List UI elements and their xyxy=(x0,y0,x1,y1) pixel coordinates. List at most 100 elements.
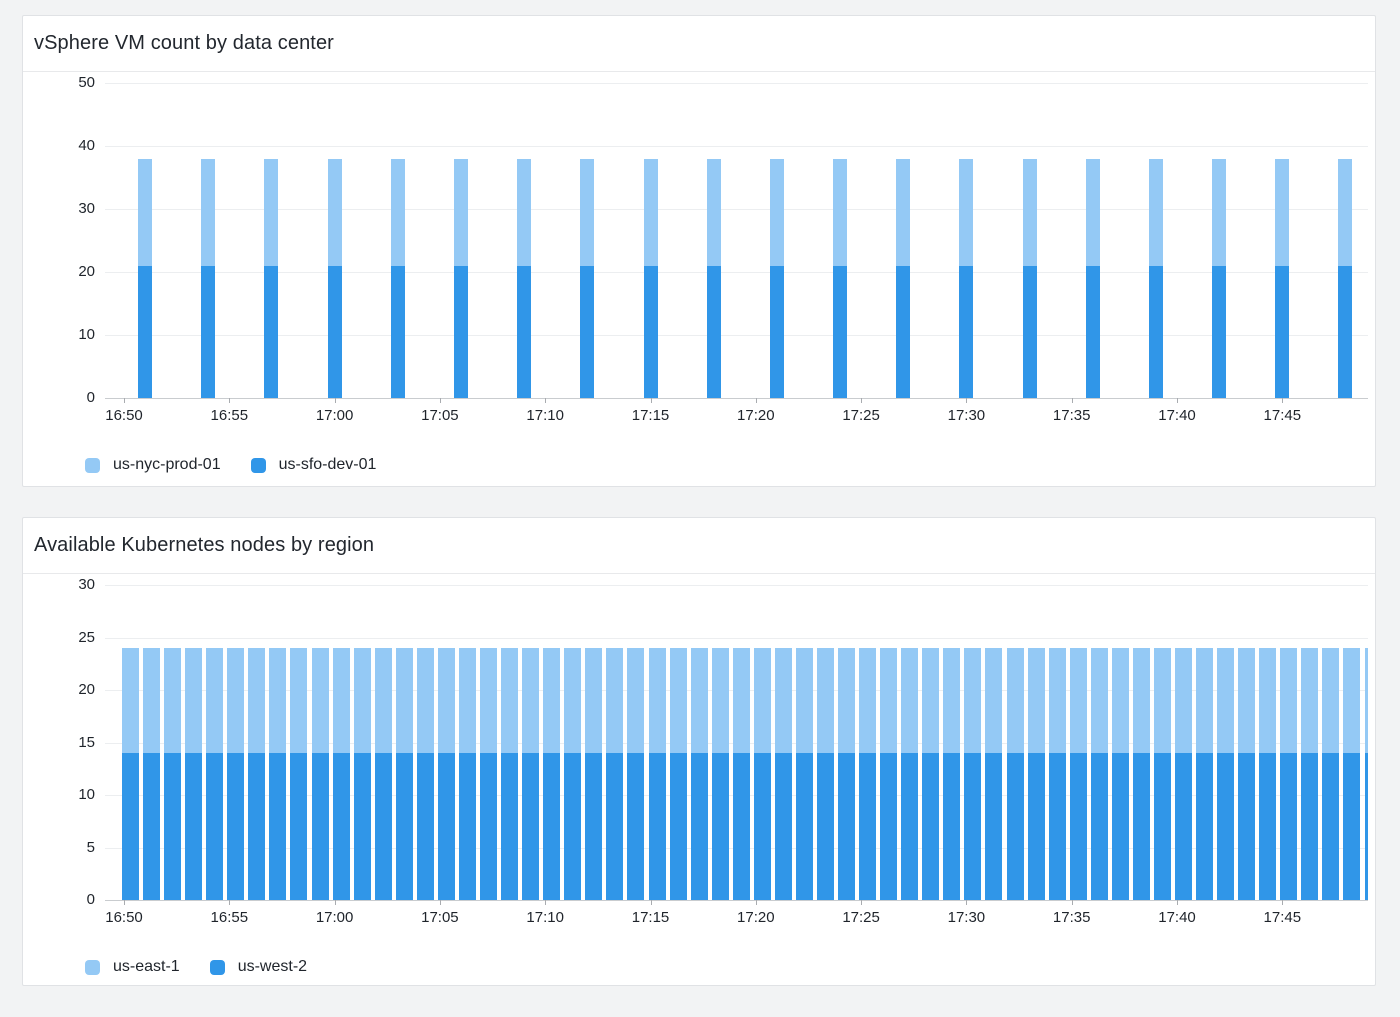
legend-item-us-west-2[interactable]: us-west-2 xyxy=(209,958,307,976)
chart-plot-area[interactable]: 0 5 10 15 20 25 30 16:50 16:55 17:00 17:05 17:10 17:… xyxy=(78,576,1368,926)
bar-segment-us-west-2 xyxy=(922,753,940,900)
y-axis-label: 0 xyxy=(86,891,95,908)
bar-segment-us-west-2 xyxy=(1090,753,1108,900)
bar-segment-us-nyc-prod-01 xyxy=(201,158,216,266)
bar-segment-us-nyc-prod-01 xyxy=(643,158,658,266)
bar-segment-us-sfo-dev-01 xyxy=(453,265,468,398)
bar-segment-us-nyc-prod-01 xyxy=(1212,158,1227,266)
bar-segment-us-east-1 xyxy=(627,648,645,753)
bar-segment-us-sfo-dev-01 xyxy=(1148,265,1163,398)
bar-segment-us-sfo-dev-01 xyxy=(1212,265,1227,398)
bar-segment-us-east-1 xyxy=(1090,648,1108,753)
y-axis-label: 15 xyxy=(78,733,95,751)
bar-segment-us-nyc-prod-01 xyxy=(1275,158,1290,266)
bar-segment-us-east-1 xyxy=(816,648,834,753)
bar-segment-us-sfo-dev-01 xyxy=(1085,265,1100,398)
x-axis-tick xyxy=(966,900,968,905)
x-axis-tick xyxy=(229,900,231,905)
bar-segment-us-east-1 xyxy=(922,648,940,753)
bar-segment-us-west-2 xyxy=(374,753,392,900)
bar-segment-us-east-1 xyxy=(648,648,666,753)
bar-segment-us-east-1 xyxy=(374,648,392,753)
bar-segment-us-west-2 xyxy=(1196,753,1214,900)
x-axis-label: 17:30 xyxy=(947,909,986,926)
bar-segment-us-west-2 xyxy=(437,753,455,900)
bar-segment-us-east-1 xyxy=(353,648,371,753)
y-axis-label: 40 xyxy=(78,137,95,154)
x-axis-line xyxy=(105,398,1368,399)
bar-segment-us-east-1 xyxy=(1301,648,1319,753)
bar-segment-us-nyc-prod-01 xyxy=(1085,158,1100,266)
bar-segment-us-west-2 xyxy=(143,753,161,900)
bar-segment-us-east-1 xyxy=(985,648,1003,753)
bar-segment-us-east-1 xyxy=(522,648,540,753)
bar-segment-us-west-2 xyxy=(353,753,371,900)
x-axis-label: 16:55 xyxy=(210,407,249,424)
bar-segment-us-east-1 xyxy=(1132,648,1150,753)
bar-segment-us-west-2 xyxy=(522,753,540,900)
bar-segment-us-east-1 xyxy=(185,648,203,753)
bar-segment-us-west-2 xyxy=(501,753,519,900)
x-axis-tick xyxy=(334,900,336,905)
bar-segment-us-west-2 xyxy=(480,753,498,900)
x-axis-label: 16:50 xyxy=(105,407,143,424)
bar-segment-us-east-1 xyxy=(458,648,476,753)
bar-segment-us-nyc-prod-01 xyxy=(959,158,974,266)
bar-segment-us-east-1 xyxy=(1196,648,1214,753)
panel-title: Available Kubernetes nodes by region xyxy=(34,534,375,556)
bar-segment-us-west-2 xyxy=(1364,753,1368,900)
y-axis-label: 20 xyxy=(78,263,95,280)
chart-plot-area[interactable]: 0 10 20 30 40 50 16:50 16:55 17:00 17:05 17:10 17:1… xyxy=(78,74,1368,424)
bar-segment-us-east-1 xyxy=(774,648,792,753)
bar-segment-us-east-1 xyxy=(901,648,919,753)
bar-segment-us-west-2 xyxy=(1132,753,1150,900)
legend-item-us-nyc-prod-01[interactable]: us-nyc-prod-01 xyxy=(85,456,221,474)
bar-segment-us-west-2 xyxy=(1027,753,1045,900)
bar-segment-us-east-1 xyxy=(143,648,161,753)
bar-segment-us-east-1 xyxy=(1364,648,1368,753)
bar-segment-us-nyc-prod-01 xyxy=(580,158,595,266)
x-axis-label: 17:15 xyxy=(631,407,670,424)
x-axis-label: 17:20 xyxy=(737,407,775,424)
bar-segment-us-west-2 xyxy=(838,753,856,900)
bar-segment-us-west-2 xyxy=(669,753,687,900)
x-axis-label: 17:45 xyxy=(1263,407,1302,424)
bar-segment-us-west-2 xyxy=(543,753,561,900)
bar-segment-us-west-2 xyxy=(206,753,224,900)
bar-segment-us-sfo-dev-01 xyxy=(643,265,658,398)
bar-segment-us-east-1 xyxy=(332,648,350,753)
bar-segment-us-nyc-prod-01 xyxy=(327,158,342,266)
bar-segment-us-east-1 xyxy=(964,648,982,753)
x-axis-tick xyxy=(1177,900,1178,905)
bar-segment-us-nyc-prod-01 xyxy=(896,158,911,266)
bar-segment-us-west-2 xyxy=(332,753,350,900)
bar-segment-us-east-1 xyxy=(1048,648,1066,753)
x-axis-tick xyxy=(650,398,652,403)
bar-segment-us-east-1 xyxy=(1153,648,1171,753)
bar-segment-us-west-2 xyxy=(627,753,645,900)
panel-vsphere-vm-count: vSphere VM count by data center 0 10 20 30 4… xyxy=(22,15,1376,487)
bar-segment-us-east-1 xyxy=(1069,648,1087,753)
bar-segment-us-west-2 xyxy=(290,753,308,900)
bar-segment-us-sfo-dev-01 xyxy=(1338,265,1353,398)
y-axis-label: 50 xyxy=(78,74,95,91)
bar-segment-us-east-1 xyxy=(1217,648,1235,753)
bar-segment-us-west-2 xyxy=(248,753,266,900)
bar-segment-us-sfo-dev-01 xyxy=(833,265,848,398)
gridline xyxy=(105,272,1368,273)
x-axis-label: 17:05 xyxy=(421,909,459,926)
bars-layer xyxy=(105,585,1368,900)
legend-item-us-east-1[interactable]: us-east-1 xyxy=(85,958,180,976)
legend-label: us-nyc-prod-01 xyxy=(113,456,221,473)
bar-segment-us-west-2 xyxy=(964,753,982,900)
y-axis-label: 25 xyxy=(78,628,95,646)
legend: us-east-1 us-west-2 xyxy=(85,958,307,976)
y-axis-label: 30 xyxy=(78,576,95,593)
x-axis-label: 17:40 xyxy=(1158,909,1196,926)
bar-segment-us-nyc-prod-01 xyxy=(833,158,848,266)
legend-item-us-sfo-dev-01[interactable]: us-sfo-dev-01 xyxy=(250,456,376,474)
bar-segment-us-west-2 xyxy=(1238,753,1256,900)
x-axis-tick xyxy=(439,900,441,905)
x-axis-label: 17:20 xyxy=(737,909,775,926)
